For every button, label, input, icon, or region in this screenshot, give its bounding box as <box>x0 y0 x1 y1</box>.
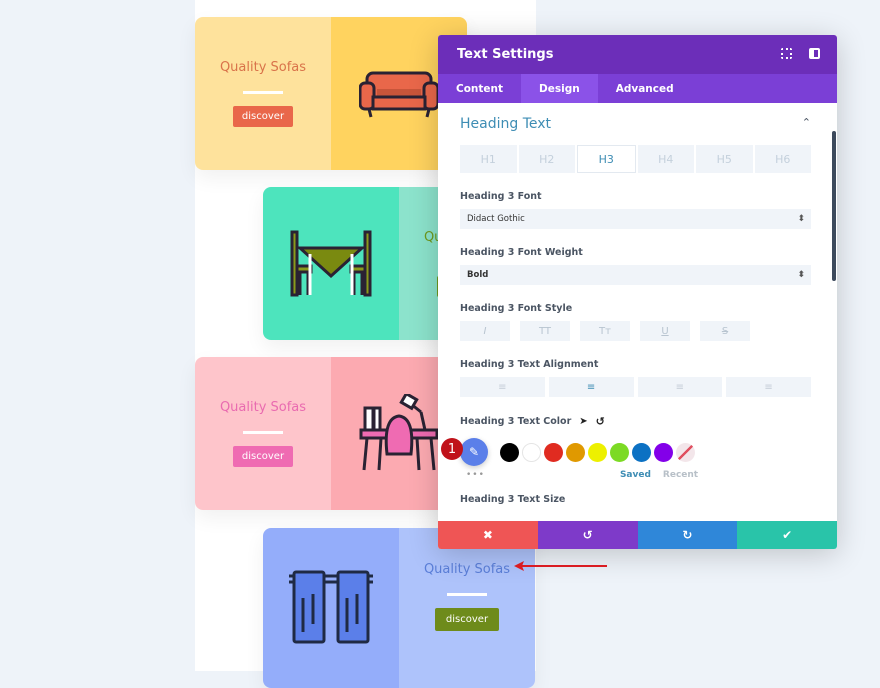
align-center-icon[interactable]: ≡ <box>548 377 634 397</box>
modal-title: Text Settings <box>457 47 554 62</box>
card-title: Quality Sofas <box>423 562 511 577</box>
discover-button[interactable]: discover <box>232 446 294 467</box>
heading-h5[interactable]: H5 <box>696 145 753 173</box>
card-title: Quality Sofas <box>219 60 307 75</box>
eyedropper-icon[interactable]: ✎ <box>460 438 488 466</box>
swatch-black[interactable] <box>500 442 519 462</box>
swatch-red[interactable] <box>544 442 563 462</box>
italic-button[interactable]: I <box>460 321 510 341</box>
annotation-arrow <box>514 561 607 571</box>
card-desk: Quality Sofas discover <box>195 357 467 510</box>
size-label: Heading 3 Text Size <box>460 494 566 505</box>
align-right-icon[interactable]: ≡ <box>637 377 723 397</box>
discover-button[interactable]: discover <box>434 608 500 631</box>
card-title: Quality Sofas <box>219 400 307 415</box>
card-sofas: Quality Sofas discover <box>195 17 467 170</box>
style-label: Heading 3 Font Style <box>460 303 573 314</box>
swatch-orange[interactable] <box>566 442 585 462</box>
scrollbar[interactable] <box>832 131 836 281</box>
redo-button[interactable]: ↻ <box>637 521 738 549</box>
divider <box>447 593 487 596</box>
divider <box>243 431 283 434</box>
font-label: Heading 3 Font <box>460 191 542 202</box>
text-settings-modal: Text Settings Content Design Advanced He… <box>438 35 837 549</box>
modal-tabs: Content Design Advanced <box>438 74 837 103</box>
swatch-green[interactable] <box>610 442 629 462</box>
divider <box>243 91 283 94</box>
dining-table-icon <box>290 230 372 296</box>
underline-button[interactable]: U <box>640 321 690 341</box>
align-justify-icon[interactable]: ≡ <box>726 377 811 397</box>
reset-icon[interactable]: ↺ <box>595 415 605 428</box>
heading-h2[interactable]: H2 <box>518 145 575 173</box>
chevron-up-icon[interactable]: ⌃ <box>801 116 811 129</box>
modal-footer: ✖ ↺ ↻ ✔ <box>438 521 837 549</box>
undo-button[interactable]: ↺ <box>537 521 638 549</box>
font-select[interactable]: Didact Gothic <box>460 209 811 229</box>
modal-header: Text Settings <box>438 35 837 74</box>
discover-button[interactable]: discover <box>232 106 294 127</box>
tab-advanced[interactable]: Advanced <box>615 82 674 95</box>
desk-chair-icon <box>359 393 439 470</box>
heading-h3[interactable]: H3 <box>577 145 636 173</box>
sofa-icon <box>359 71 439 117</box>
section-heading-text[interactable]: Heading Text ⌃ <box>460 116 811 132</box>
swatch-transparent[interactable] <box>676 442 695 462</box>
sidebar-toggle-icon[interactable] <box>809 48 820 59</box>
heading-h1[interactable]: H1 <box>460 145 517 173</box>
color-label: Heading 3 Text Color <box>460 416 572 427</box>
capitalize-button[interactable]: Tт <box>580 321 630 341</box>
strikethrough-button[interactable]: S <box>700 321 750 341</box>
weight-select[interactable]: Bold <box>460 265 811 285</box>
tab-content[interactable]: Content <box>456 82 504 95</box>
section-title: Heading Text <box>460 116 552 132</box>
recent-tab[interactable]: Recent <box>662 470 699 480</box>
heading-h6[interactable]: H6 <box>754 145 811 173</box>
card-curtains: Quality Sofas discover <box>263 528 535 688</box>
heading-h4[interactable]: H4 <box>637 145 694 173</box>
tab-design[interactable]: Design <box>521 74 598 103</box>
saved-tab[interactable]: Saved <box>619 470 651 480</box>
swatch-yellow[interactable] <box>588 442 607 462</box>
swatch-white[interactable] <box>522 442 541 462</box>
swatch-purple[interactable] <box>654 442 673 462</box>
uppercase-button[interactable]: TT <box>520 321 570 341</box>
alignment-label: Heading 3 Text Alignment <box>460 359 599 370</box>
swatch-blue[interactable] <box>632 442 651 462</box>
align-left-icon[interactable]: ≡ <box>460 377 545 397</box>
more-icon[interactable]: ••• <box>466 470 485 480</box>
fullscreen-icon[interactable] <box>781 48 792 59</box>
save-button[interactable]: ✔ <box>737 521 837 549</box>
step-badge: 1 <box>441 438 463 460</box>
cursor-icon: ➤ <box>579 416 588 427</box>
cancel-button[interactable]: ✖ <box>438 521 538 549</box>
weight-label: Heading 3 Font Weight <box>460 247 583 258</box>
heading-level-tabs: H1 H2 H3 H4 H5 H6 <box>460 145 811 173</box>
color-swatches: 1 ✎ <box>441 438 811 466</box>
curtains-icon <box>289 570 373 644</box>
